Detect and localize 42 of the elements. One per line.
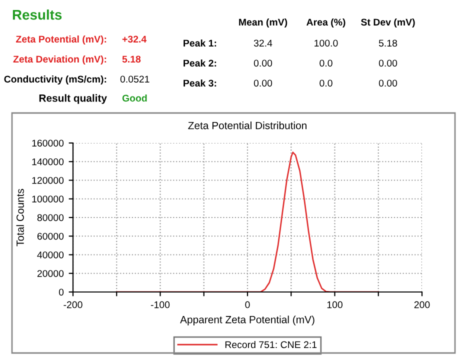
x-tick-label: 100 <box>327 301 342 308</box>
y-tick-label: 0 <box>58 288 64 296</box>
y-axis-title: Total Counts <box>16 188 24 246</box>
text: 5.18 <box>122 56 141 63</box>
text: 0.0 <box>320 80 332 87</box>
text: Conductivity (mS/cm): <box>4 75 106 85</box>
text: Result quality <box>39 94 107 104</box>
text: 5.18 <box>378 40 398 47</box>
y-tick-label: 60000 <box>37 232 64 240</box>
y-tick-label: 100000 <box>32 196 64 202</box>
x-tick-label: 0 <box>245 301 250 308</box>
chart-title: Zeta Potential Distribution <box>188 122 306 130</box>
text: Results <box>12 10 62 20</box>
text: St Dev (mV) <box>361 18 415 28</box>
text: +32.4 <box>122 36 147 43</box>
text: Mean (mV) <box>239 18 288 28</box>
y-tick-label: 160000 <box>32 140 64 147</box>
x-tick-label: -100 <box>150 301 170 308</box>
text: Peak 2: <box>184 59 216 67</box>
x-tick-label: -200 <box>64 301 82 308</box>
text: 0.00 <box>378 80 398 87</box>
y-tick-label: 140000 <box>32 158 64 166</box>
y-tick-label: 20000 <box>37 270 64 277</box>
text: Good <box>122 94 147 102</box>
text: Zeta Potential (mV): <box>16 35 106 45</box>
y-tick-label: 80000 <box>37 214 64 222</box>
y-tick-label: 40000 <box>37 251 64 258</box>
legend-label: Record 751: CNE 2:1 <box>225 340 317 348</box>
text: 0.0 <box>320 60 332 67</box>
text: Peak 3: <box>184 79 216 87</box>
text: 0.0521 <box>120 76 150 83</box>
x-axis-title: Apparent Zeta Potential (mV) <box>180 316 314 326</box>
y-tick-label: 120000 <box>32 176 64 184</box>
x-tick-label: 200 <box>414 301 430 308</box>
text: 32.4 <box>254 40 272 47</box>
text: 100.0 <box>314 40 338 47</box>
text: Zeta Deviation (mV): <box>13 55 106 65</box>
text: 0.00 <box>254 60 272 67</box>
text: 0.00 <box>378 60 398 67</box>
text: 0.00 <box>254 80 272 87</box>
text: Peak 1: <box>184 39 216 47</box>
text: Area (%) <box>306 18 346 28</box>
